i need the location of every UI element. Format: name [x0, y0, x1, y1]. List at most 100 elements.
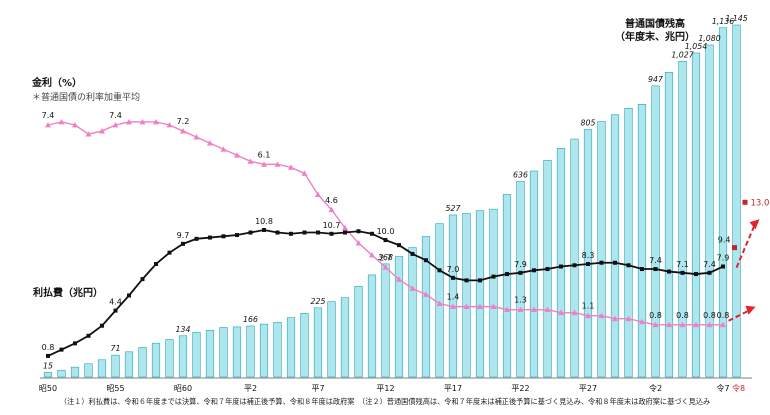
interest-cost-point: [289, 231, 293, 236]
debt-bar: [421, 236, 431, 378]
rate-point: [409, 285, 416, 291]
rate-point: [558, 309, 564, 316]
interest-cost-point: [235, 233, 239, 238]
rate-point: [693, 321, 699, 328]
fy2026-interest-high-point: [742, 199, 748, 205]
debt-bar: [732, 24, 741, 378]
interest-cost-data-label: 0.8: [42, 343, 55, 352]
rate-point: [585, 312, 591, 319]
rate-data-label: 1.1: [582, 302, 595, 311]
interest-cost-point: [640, 267, 644, 272]
debt-bar: [43, 372, 53, 378]
rate-data-label: 0.8: [676, 311, 689, 320]
debt-bar: [259, 323, 269, 378]
rate-point: [355, 240, 362, 246]
fy2026-interest-low-label: 9.4: [718, 236, 731, 245]
interest-cost-data-label: 4.4: [109, 298, 122, 307]
rate-data-label: 7.4: [109, 111, 122, 120]
interest-cost-point: [559, 264, 563, 269]
interest-cost-point: [518, 270, 523, 275]
interest-cost-data-label: 8.3: [582, 251, 595, 260]
debt-data-label: 1,054: [685, 42, 707, 51]
rate-point: [193, 134, 200, 140]
rate-data-label: 0.8: [717, 311, 730, 320]
debt-bar: [597, 121, 606, 378]
rate-point: [531, 306, 537, 313]
interest-cost-point: [194, 236, 199, 241]
debt-bar: [381, 263, 390, 378]
debt-bar: [273, 321, 282, 378]
interest-cost-point: [707, 270, 712, 275]
debt-bar: [678, 60, 687, 378]
interest-cost-point: [140, 277, 145, 282]
interest-cost-point: [397, 243, 401, 248]
rate-point: [423, 291, 429, 297]
fy2026-rate-arrowhead: [745, 305, 756, 315]
interest-cost-point: [383, 238, 388, 243]
x-tick-label: 昭60: [174, 384, 192, 393]
debt-bar: [583, 129, 593, 378]
interest-cost-point: [113, 308, 118, 313]
debt-bar: [151, 342, 161, 378]
interest-cost-point: [505, 272, 509, 277]
interest-cost-data-label: 10.7: [323, 221, 341, 230]
fy2026-rate-arrow: [728, 309, 749, 322]
debt-bar: [502, 194, 512, 378]
lines-layer: [45, 118, 760, 358]
legend-rate-title: 金利（%）: [31, 76, 82, 89]
rate-point: [301, 170, 308, 176]
rate-point: [504, 306, 510, 313]
interest-cost-data-label: 7.4: [703, 260, 716, 269]
debt-bar: [394, 256, 404, 378]
debt-bar: [570, 138, 579, 378]
rate-data-label: 0.8: [703, 311, 716, 320]
interest-cost-point: [167, 250, 172, 255]
interest-cost-point: [599, 260, 604, 265]
debt-bar: [219, 327, 228, 378]
interest-cost-point: [464, 278, 469, 283]
interest-cost-point: [86, 333, 91, 338]
rate-point: [706, 321, 713, 328]
interest-cost-point: [424, 258, 428, 263]
interest-cost-point: [437, 268, 442, 273]
rate-data-label: 6.1: [258, 150, 271, 159]
interest-cost-point: [302, 230, 307, 235]
debt-bar: [246, 325, 255, 378]
rate-data-label: 1.3: [514, 296, 527, 305]
x-tick-labels: 昭50 昭55 昭60 平2 平7 平12 平17 平22 平27 令2 令7 令8: [39, 383, 745, 393]
fy2026-interest-low-point: [732, 245, 737, 251]
debt-bar: [475, 210, 485, 378]
rate-point: [490, 303, 497, 310]
rate-point: [112, 122, 119, 128]
interest-cost-point: [451, 275, 455, 280]
rate-point: [396, 276, 402, 282]
debt-bar: [57, 369, 66, 378]
rate-point: [180, 128, 186, 134]
rate-data-label: 7.2: [177, 117, 190, 126]
interest-cost-point: [208, 235, 212, 240]
interest-cost-point: [248, 230, 253, 235]
labels-layer: 15711341662253685276368059471,0271,0541,…: [42, 14, 770, 370]
debt-data-label: 636: [513, 170, 528, 179]
rate-data-label: 1.4: [447, 293, 460, 302]
rate-point: [274, 161, 281, 167]
debt-data-label: 1,145: [725, 14, 747, 23]
interest-cost-data-label: 7.4: [649, 256, 662, 265]
rate-point: [207, 140, 213, 146]
debt-bar: [408, 247, 417, 378]
rate-point: [166, 122, 173, 128]
debt-data-label: 225: [311, 297, 326, 306]
interest-cost-data-label: 9.7: [177, 231, 190, 240]
debt-bar: [664, 72, 674, 378]
interest-cost-data-label: 10.8: [255, 217, 273, 226]
x-tick-label: 平2: [244, 384, 257, 393]
debt-bar: [448, 214, 458, 378]
rate-point: [220, 146, 227, 152]
interest-cost-point: [680, 270, 685, 275]
interest-cost-point: [667, 269, 671, 274]
debt-data-label: 71: [111, 344, 121, 353]
rate-data-label: 0.8: [649, 311, 662, 320]
debt-bar: [178, 335, 188, 378]
interest-cost-point: [586, 262, 590, 266]
interest-cost-point: [181, 241, 185, 246]
